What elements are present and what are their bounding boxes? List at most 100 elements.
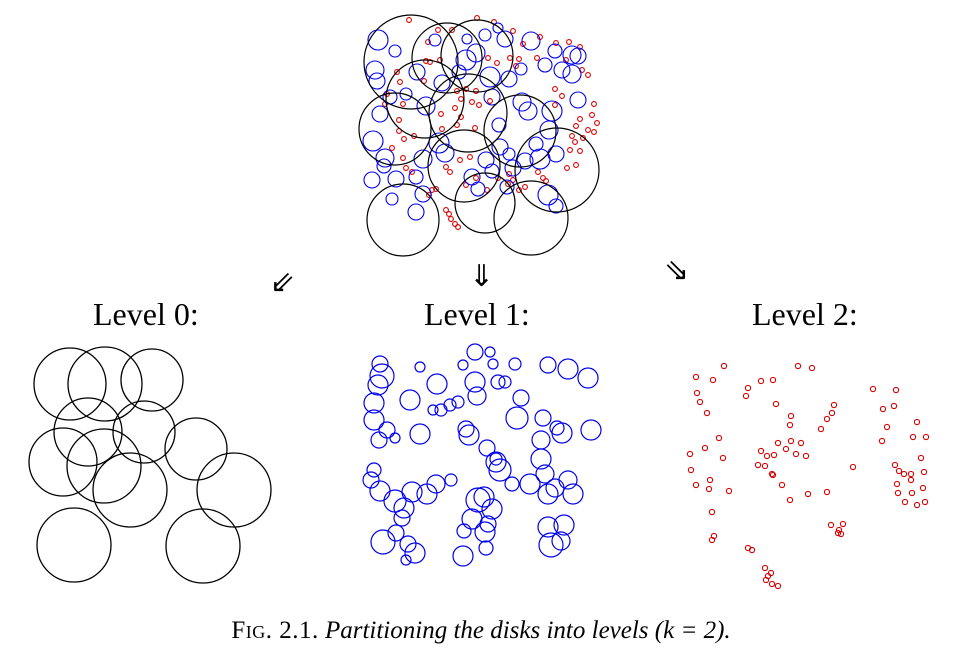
level-1-disk <box>518 101 538 121</box>
level-2-disk <box>476 102 482 108</box>
level-2-disk <box>744 384 752 392</box>
level-1-disk <box>537 57 553 73</box>
level-2-disk <box>891 461 899 469</box>
level-1-disk <box>399 389 421 411</box>
level-2-disk <box>696 398 704 406</box>
level-1-disk <box>484 163 500 179</box>
level-2-disk <box>706 476 714 484</box>
level-2-disk <box>703 409 711 417</box>
level-2-disk <box>802 452 810 460</box>
level-2-disk <box>827 521 835 529</box>
level-1-disk <box>545 478 565 498</box>
level-2-disk <box>900 470 908 478</box>
level-1-disk <box>491 117 507 133</box>
level-2-disk <box>505 181 511 187</box>
level-2-disk <box>397 79 403 85</box>
level-2-disk <box>427 59 433 65</box>
level-2-disk <box>907 476 915 484</box>
level-1-disk <box>363 171 381 189</box>
caption-figure-number: Fig. 2.1. <box>231 617 319 644</box>
level-1-disk <box>370 431 388 449</box>
level-2-disk <box>585 72 591 78</box>
level-2-disk <box>433 186 439 192</box>
level-2-disk <box>435 27 441 33</box>
level-2-disk <box>901 498 909 506</box>
level-1-disk <box>399 535 417 553</box>
level-1-disk <box>369 480 391 502</box>
level-2-disk <box>748 546 756 554</box>
level-1-disk <box>537 516 559 538</box>
level-1-disk <box>376 158 392 174</box>
level-1-disk <box>551 531 571 551</box>
level-1-disk <box>478 540 494 556</box>
level-1-disk <box>387 170 405 188</box>
level-1-disk <box>484 346 496 358</box>
level-2-disk <box>922 433 930 441</box>
level-2-disk <box>559 93 565 99</box>
level-1-disk <box>485 451 507 473</box>
level-0-disk <box>427 129 501 203</box>
level-2-disk <box>452 105 458 111</box>
level-1-disk <box>457 359 469 371</box>
level-1-disk <box>404 542 426 564</box>
level-2-disk <box>909 433 917 441</box>
level-1-disk <box>514 62 528 76</box>
level-2-disk <box>507 55 513 61</box>
level-0-label: Level 0: <box>93 296 199 332</box>
level-1-disk <box>490 374 506 390</box>
level-2-disk <box>580 135 586 141</box>
level-1-disk <box>553 514 575 536</box>
level-2-disk <box>540 175 546 181</box>
level-2-disk <box>591 101 597 107</box>
level-1-disk <box>502 147 516 161</box>
level-2-disk <box>585 127 591 133</box>
level-1-disk <box>451 395 465 409</box>
level-2-disk <box>438 111 444 117</box>
level-1-disk <box>408 63 426 81</box>
level-2-disk <box>443 207 449 213</box>
level-1-disk <box>389 432 401 444</box>
level-1-disks <box>362 343 602 567</box>
level-1-disk <box>504 159 522 177</box>
level-2-disk <box>787 412 795 420</box>
level-0-disk <box>454 172 516 234</box>
level-1-disk <box>488 458 512 482</box>
level-1-disk <box>553 61 571 79</box>
level-2-disk <box>448 216 454 222</box>
level-2-disk <box>401 136 407 142</box>
level-1-disk <box>500 70 518 88</box>
level-2-disk <box>917 454 925 462</box>
level-1-disk <box>547 43 563 59</box>
level-1-disk <box>535 464 555 484</box>
level-0-disk <box>28 427 98 497</box>
level-2-disk <box>761 564 769 572</box>
level-1-disk <box>504 476 520 492</box>
level-1-disk <box>427 404 439 416</box>
level-2-disk <box>443 164 449 170</box>
level-0-disk <box>66 428 142 504</box>
level-2-disk <box>754 461 762 469</box>
level-2-disk <box>879 405 887 413</box>
level-1-disk <box>428 33 442 47</box>
level-2-disk <box>774 582 782 590</box>
level-2-disk <box>817 425 825 433</box>
level-2-disk <box>577 44 583 50</box>
level-2-disk <box>849 463 857 471</box>
level-2-disk <box>516 56 522 62</box>
level-1-disk <box>378 421 396 439</box>
level-2-disk <box>786 421 794 429</box>
level-2-disk <box>919 484 927 492</box>
level-2-disk <box>893 480 901 488</box>
level-1-disk <box>557 358 579 380</box>
level-2-disk <box>506 171 512 177</box>
level-2-disk <box>572 139 578 145</box>
level-2-disk <box>473 88 479 94</box>
level-2-disk <box>787 437 795 445</box>
level-2-disk <box>719 454 727 462</box>
level-2-disk <box>409 169 415 175</box>
level-2-disk <box>715 434 723 442</box>
level-1-disk <box>551 422 573 444</box>
combined-disks <box>358 14 600 257</box>
level-2-disk <box>591 129 597 135</box>
level-1-disk <box>461 508 483 530</box>
